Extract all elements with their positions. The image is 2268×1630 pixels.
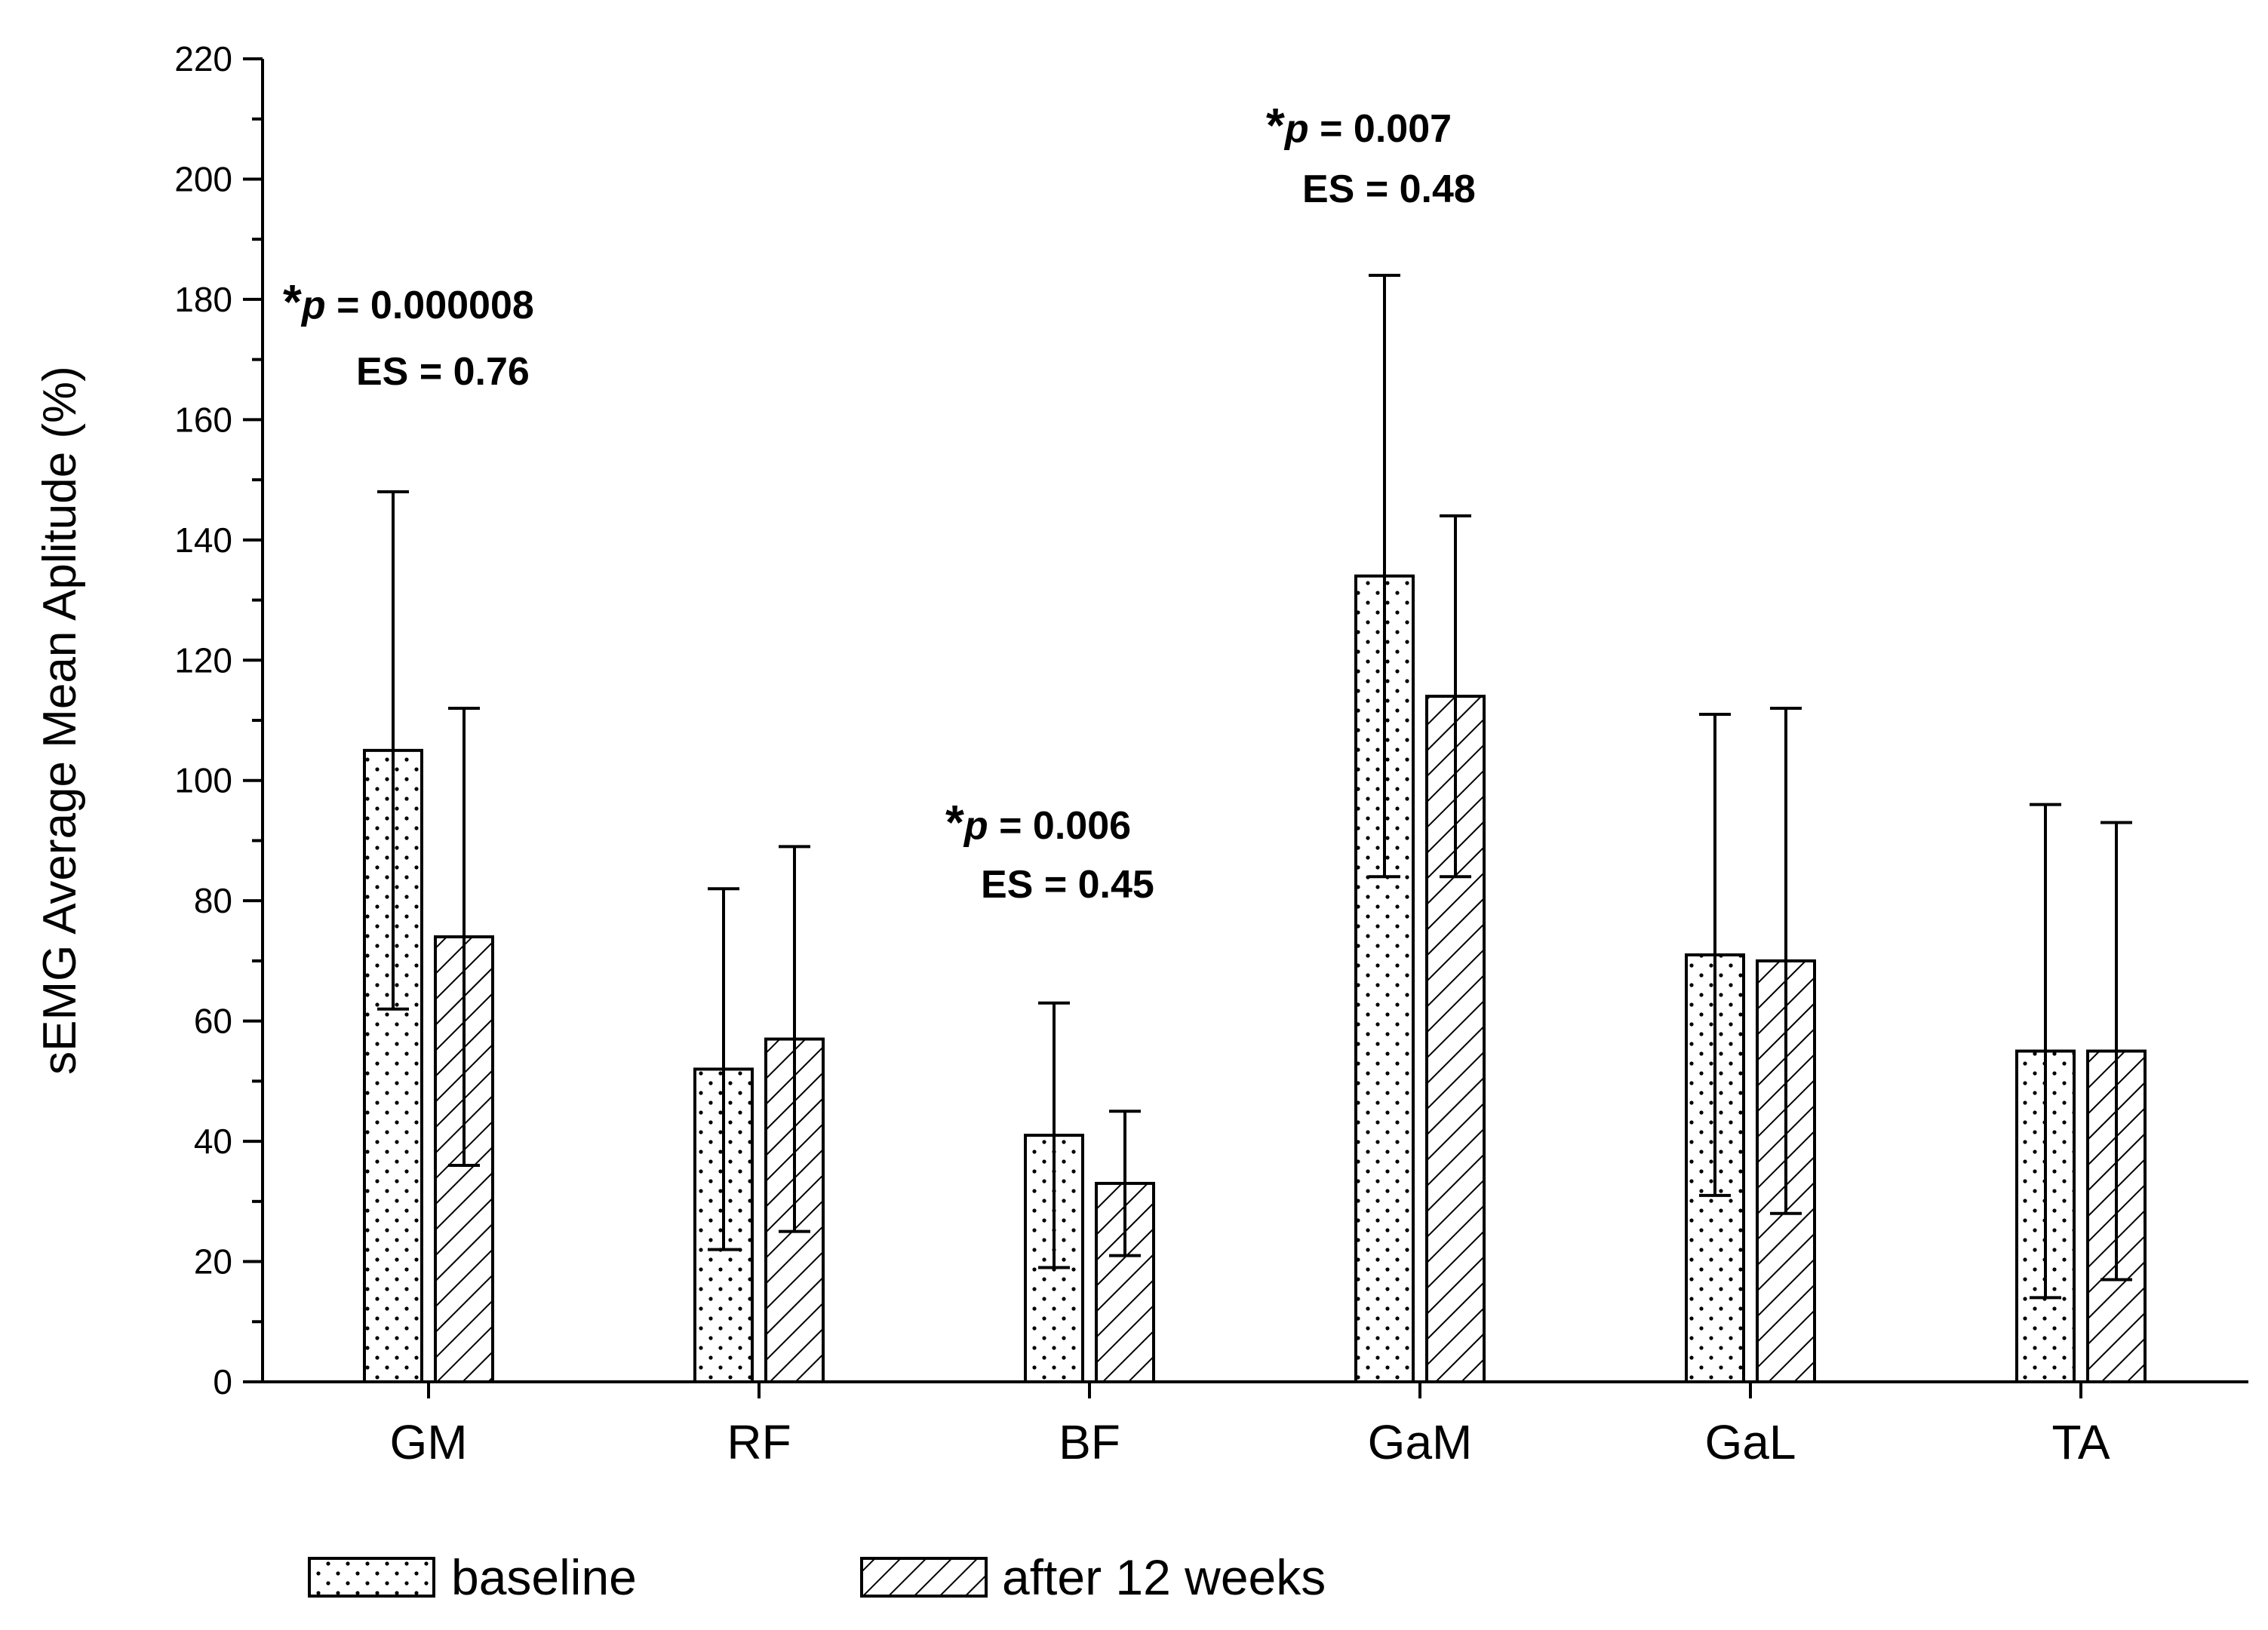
legend-swatch-after xyxy=(860,1557,988,1598)
y-tick-label: 140 xyxy=(174,520,232,560)
y-tick-label: 80 xyxy=(194,881,232,920)
y-tick-label: 40 xyxy=(194,1122,232,1161)
x-tick-label-bf: BF xyxy=(1059,1415,1120,1469)
annotation-effect-size-gm: ES = 0.76 xyxy=(356,350,530,394)
legend-swatch-baseline xyxy=(308,1557,435,1598)
annotation-effect-size-bf: ES = 0.45 xyxy=(981,863,1154,907)
y-tick-label: 160 xyxy=(174,400,232,439)
y-tick-label: 180 xyxy=(174,280,232,319)
x-tick-label-rf: RF xyxy=(727,1415,791,1469)
x-tick-label-gm: GM xyxy=(389,1415,467,1469)
y-axis-title: sEMG Average Mean Aplitude (%) xyxy=(34,366,86,1075)
y-tick-label: 220 xyxy=(174,39,232,78)
y-tick-label: 60 xyxy=(194,1002,232,1041)
annotation-p-value-gam: *p = 0.007 xyxy=(1266,98,1452,152)
y-tick-label: 100 xyxy=(174,761,232,800)
y-tick-label: 120 xyxy=(174,640,232,680)
y-tick-label: 200 xyxy=(174,159,232,198)
legend-label-after-12-weeks: after 12 weeks xyxy=(1002,1549,1326,1605)
y-tick-label: 20 xyxy=(194,1242,232,1282)
x-tick-label-gal: GaL xyxy=(1705,1415,1796,1469)
x-tick-label-ta: TA xyxy=(2051,1415,2110,1469)
annotation-p-value-bf: *p = 0.006 xyxy=(945,795,1131,849)
annotation-effect-size-gam: ES = 0.48 xyxy=(1302,167,1476,211)
legend-label-baseline: baseline xyxy=(451,1549,637,1605)
annotation-p-value-gm: *p = 0.000008 xyxy=(283,275,534,329)
x-tick-label-gam: GaM xyxy=(1368,1415,1473,1469)
y-tick-label: 0 xyxy=(213,1362,232,1401)
legend: baseline after 12 weeks xyxy=(308,1549,1326,1605)
